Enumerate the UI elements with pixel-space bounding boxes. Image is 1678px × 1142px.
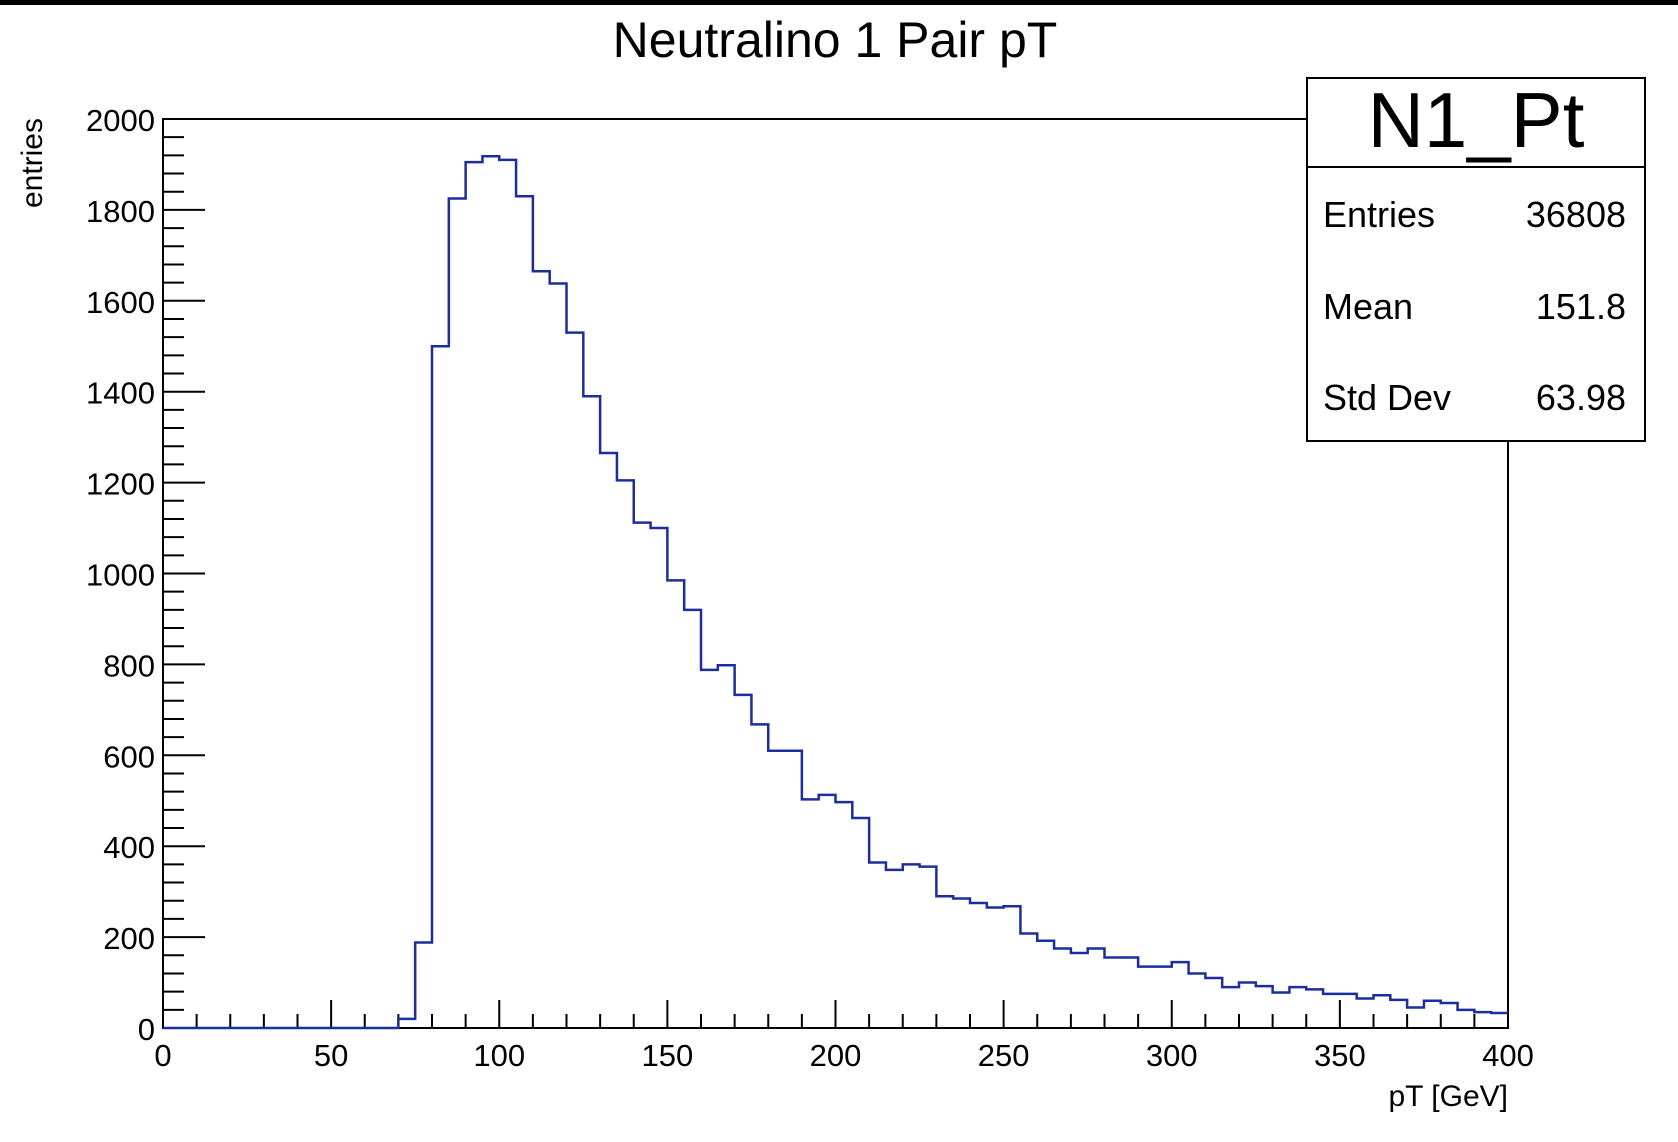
y-axis-ticks: 0 200 400 600 800 1000 1200 1400 1600 1800 2000 — [86, 103, 205, 1047]
stats-mean-label: Mean — [1323, 286, 1413, 327]
y-tick-label: 200 — [103, 921, 155, 956]
x-tick-label: 400 — [1482, 1038, 1534, 1073]
histogram-line — [163, 155, 1508, 1030]
stats-stddev-label: Std Dev — [1323, 377, 1451, 418]
x-tick-label: 150 — [642, 1038, 694, 1073]
stats-entries-value: 36808 — [1526, 194, 1626, 235]
y-tick-label: 2000 — [86, 103, 155, 138]
y-axis-label: entries — [16, 118, 49, 208]
y-tick-label: 1000 — [86, 558, 155, 593]
y-tick-label: 800 — [103, 648, 155, 683]
chart-title: Neutralino 1 Pair pT — [613, 12, 1058, 68]
stats-entries-label: Entries — [1323, 194, 1435, 235]
stats-box-name: N1_Pt — [1368, 76, 1585, 164]
stats-box-frame — [1306, 77, 1646, 442]
x-tick-label: 50 — [314, 1038, 348, 1073]
stats-stddev-value: 63.98 — [1536, 377, 1626, 418]
x-tick-label: 350 — [1314, 1038, 1366, 1073]
x-axis-ticks: 0 50 100 150 200 250 300 350 400 — [154, 1000, 1534, 1073]
x-tick-label: 100 — [473, 1038, 525, 1073]
y-tick-label: 1200 — [86, 467, 155, 502]
y-tick-label: 1600 — [86, 285, 155, 320]
y-tick-label: 400 — [103, 830, 155, 865]
stats-mean-value: 151.8 — [1536, 286, 1626, 327]
stats-box: N1_Pt Entries 36808 Mean 151.8 Std Dev 6… — [1306, 76, 1646, 442]
x-axis-label: pT [GeV] — [1388, 1080, 1508, 1113]
y-tick-label: 0 — [138, 1012, 155, 1047]
x-tick-label: 250 — [978, 1038, 1030, 1073]
y-tick-label: 1400 — [86, 376, 155, 411]
x-tick-label: 300 — [1146, 1038, 1198, 1073]
plot-frame — [162, 118, 1509, 1029]
y-tick-label: 600 — [103, 739, 155, 774]
x-tick-label: 0 — [154, 1038, 171, 1073]
y-tick-label: 1800 — [86, 194, 155, 229]
top-dark-border — [0, 0, 1678, 5]
x-tick-label: 200 — [810, 1038, 862, 1073]
